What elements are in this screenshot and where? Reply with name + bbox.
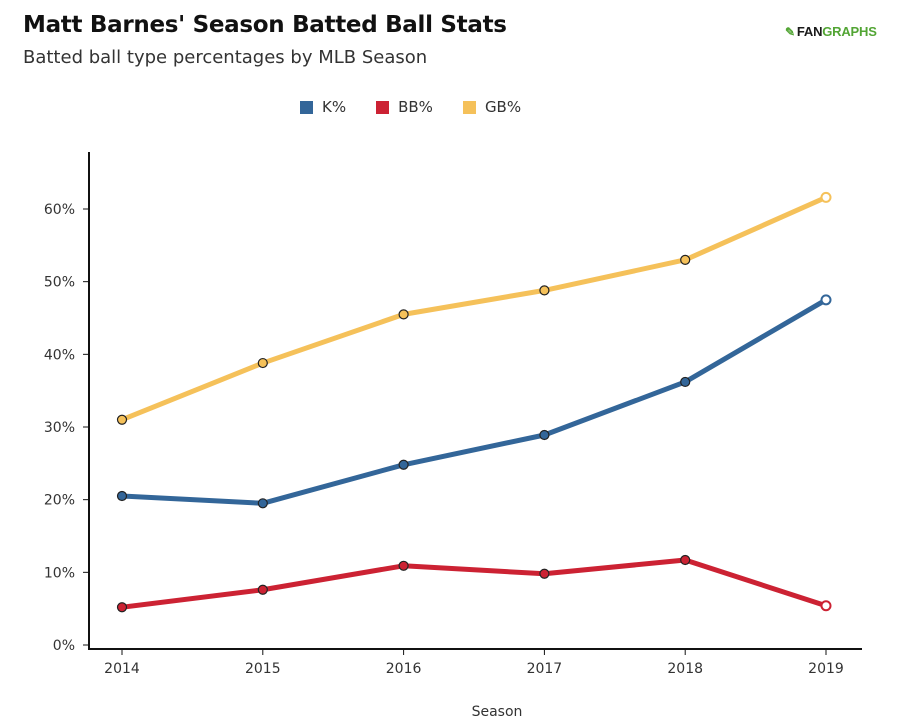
y-tick-label: 30% (44, 420, 75, 436)
y-tick-label: 10% (44, 565, 75, 581)
data-point-k[interactable] (398, 459, 409, 470)
chart-subtitle: Batted ball type percentages by MLB Seas… (23, 47, 428, 68)
legend-label-bb: BB% (398, 98, 433, 116)
x-tick-label: 2015 (245, 661, 281, 677)
series-bb (116, 554, 832, 613)
data-point-gb[interactable] (116, 414, 128, 425)
y-tick-label: 20% (44, 493, 75, 509)
x-tick-label: 2014 (104, 661, 140, 677)
x-axis-title: Season (472, 704, 523, 720)
legend-swatch-k (300, 100, 313, 114)
y-tick-label: 60% (44, 202, 75, 218)
chart-title: Matt Barnes' Season Batted Ball Stats (23, 12, 507, 38)
legend-swatch-gb (462, 100, 476, 114)
legend-item-bb[interactable]: BB% (376, 98, 433, 116)
legend-item-gb[interactable]: GB% (462, 98, 522, 116)
data-point-bb[interactable] (116, 602, 128, 613)
data-point-k[interactable] (539, 429, 550, 441)
fangraphs-batter-icon: ✎ (785, 24, 795, 39)
legend-swatch-bb (376, 100, 390, 114)
data-point-bb[interactable] (257, 584, 268, 595)
series-line-gb (119, 194, 829, 423)
legend-label-k: K% (322, 98, 347, 116)
data-point-gb[interactable] (539, 285, 550, 296)
axes: 0% 10% 20% 30% 40% 50% 60% 2014 2015 2016 2017 2018… (44, 152, 862, 720)
y-tick-label: 0% (53, 638, 75, 654)
legend-label-gb: GB% (484, 98, 522, 116)
x-tick-label: 2017 (527, 661, 563, 677)
data-point-bb[interactable] (820, 600, 832, 612)
series-k (116, 294, 832, 509)
y-tick-label: 50% (44, 275, 75, 291)
x-tick-label: 2019 (808, 661, 844, 677)
chart-legend: K% BB% GB% (300, 98, 551, 116)
data-point-k[interactable] (820, 294, 832, 306)
data-point-k[interactable] (680, 376, 691, 388)
logo-text-graphs: GRAPHS (822, 24, 877, 39)
series-gb (116, 191, 832, 425)
fangraphs-logo[interactable]: ✎ FAN GRAPHS (785, 24, 877, 39)
data-point-k[interactable] (257, 498, 268, 509)
data-point-bb[interactable] (398, 560, 409, 571)
data-point-k[interactable] (116, 490, 128, 502)
series-layer (116, 191, 832, 613)
legend-item-k[interactable]: K% (300, 98, 346, 116)
logo-text-fan: FAN (796, 24, 823, 39)
data-point-bb[interactable] (680, 554, 691, 566)
x-tick-label: 2018 (667, 661, 703, 677)
data-point-gb[interactable] (398, 309, 409, 320)
y-tick-label: 40% (44, 347, 75, 363)
data-point-gb[interactable] (680, 254, 691, 265)
data-point-gb[interactable] (820, 191, 832, 203)
series-line-bb (119, 557, 829, 610)
data-point-bb[interactable] (539, 568, 550, 579)
series-line-k (119, 297, 829, 506)
data-point-gb[interactable] (257, 357, 268, 369)
x-tick-label: 2016 (386, 661, 422, 677)
